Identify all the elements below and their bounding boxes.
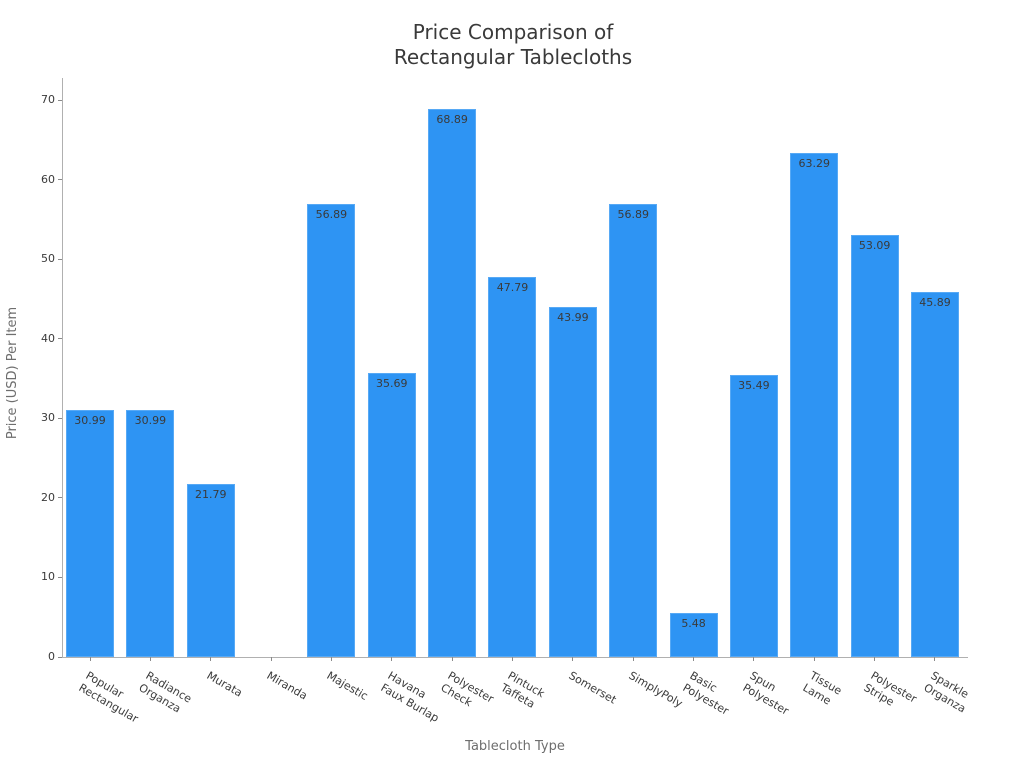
y-axis-label: Price (USD) Per Item xyxy=(5,306,20,440)
bar-sparkle-organza xyxy=(910,291,959,657)
y-tick xyxy=(58,258,62,260)
bar-majestic xyxy=(307,204,356,657)
bar-spun-polyester xyxy=(729,374,778,657)
x-tick-label-polyester-check: Polyester Check xyxy=(438,669,496,709)
x-tick xyxy=(391,657,393,661)
bar-value-label-spun-polyester: 35.49 xyxy=(738,378,770,392)
bar-value-label-somerset: 43.99 xyxy=(557,310,589,324)
x-tick xyxy=(451,657,453,661)
x-tick-label-somerset: Somerset xyxy=(566,669,619,707)
chart-title-line1: Price Comparison of xyxy=(412,20,614,44)
x-tick xyxy=(511,657,513,661)
x-tick-label-havana-faux-burlap: Havana Faux Burlap xyxy=(378,669,442,725)
y-tick xyxy=(58,99,62,101)
x-tick-label-sparkle-organza: Sparkle Organza xyxy=(921,669,971,716)
bar-value-label-sparkle-organza: 45.89 xyxy=(919,295,951,309)
chart-title: Price Comparison of Rectangular Tableclo… xyxy=(0,20,1024,70)
bar-value-label-polyester-stripe: 53.09 xyxy=(858,238,891,252)
x-tick-label-popular-rectangular: Popular Rectangular xyxy=(76,669,141,726)
x-tick-label-tissue-lame: Tissue Lame xyxy=(801,669,845,708)
x-axis-label: Tablecloth Type xyxy=(465,739,565,754)
x-tick xyxy=(149,657,151,661)
x-tick-label-radiance-organza: Radiance Organza xyxy=(137,669,195,716)
bar-tissue-lame xyxy=(790,153,839,657)
bar-pintuck-taffeta xyxy=(488,276,537,657)
bar-radiance-organza xyxy=(126,410,175,657)
x-tick-label-basic-polyester: Basic Polyester xyxy=(680,669,731,718)
bar-polyester-check xyxy=(428,108,477,657)
y-tick-label-30: 30 xyxy=(41,411,55,425)
bar-havana-faux-burlap xyxy=(367,373,416,657)
bar-murata xyxy=(186,483,235,657)
y-tick-label-20: 20 xyxy=(41,490,55,504)
x-tick-label-miranda: Miranda xyxy=(264,669,310,703)
x-tick-label-simplypoly: SimplyPoly xyxy=(626,669,686,711)
plot-area: 0 10 20 30 40 50 60 70 30.99 Popular Rectangular 3… xyxy=(41,78,971,725)
bar-polyester-stripe xyxy=(850,234,899,657)
y-tick-label-10: 10 xyxy=(41,570,55,584)
x-axis-spine xyxy=(62,657,968,658)
bar-somerset xyxy=(548,306,597,657)
x-tick-label-spun-polyester: Spun Polyester xyxy=(740,669,792,718)
bar-value-label-havana-faux-burlap: 35.69 xyxy=(376,377,408,390)
y-tick xyxy=(58,576,62,578)
x-tick xyxy=(813,657,815,661)
x-tick xyxy=(210,657,212,661)
y-tick xyxy=(58,179,62,181)
bar-value-label-pintuck-taffeta: 47.79 xyxy=(496,280,529,294)
x-tick-label-polyester-stripe: Polyester Stripe xyxy=(861,669,919,709)
bar-value-label-murata: 21.79 xyxy=(194,487,227,501)
chart-title-line2: Rectangular Tablecloths xyxy=(393,45,633,69)
y-tick xyxy=(58,656,62,658)
x-tick xyxy=(330,657,332,661)
y-tick-label-50: 50 xyxy=(41,252,55,266)
x-tick xyxy=(693,657,695,661)
y-axis-spine xyxy=(62,78,63,658)
x-tick xyxy=(632,657,634,661)
y-tick xyxy=(58,497,62,499)
bar-value-label-basic-polyester: 5.48 xyxy=(681,617,706,631)
x-tick-label-murata: Murata xyxy=(204,669,245,700)
x-tick xyxy=(753,657,755,661)
x-tick xyxy=(572,657,574,661)
x-tick xyxy=(89,657,91,661)
bar-basic-polyester xyxy=(669,613,718,657)
bar-simplypoly xyxy=(609,204,658,657)
x-tick-label-pintuck-taffeta: Pintuck Taffeta xyxy=(499,669,548,711)
bar-value-label-majestic: 56.89 xyxy=(315,208,348,222)
bar-value-label-simplypoly: 56.89 xyxy=(617,208,649,222)
y-tick-label-70: 70 xyxy=(41,93,55,106)
x-tick-label-majestic: Majestic xyxy=(324,669,371,703)
bar-popular-rectangular xyxy=(66,410,114,657)
bar-value-label-popular-rectangular: 30.99 xyxy=(74,414,106,428)
x-tick xyxy=(874,657,876,661)
bar-value-label-tissue-lame: 63.29 xyxy=(798,157,831,171)
y-tick-label-40: 40 xyxy=(41,331,55,345)
bar-value-label-radiance-organza: 30.99 xyxy=(134,414,167,428)
y-tick xyxy=(58,338,62,340)
y-tick-label-60: 60 xyxy=(41,172,55,186)
y-tick-label-0: 0 xyxy=(48,650,55,663)
x-tick xyxy=(934,657,936,661)
x-tick xyxy=(270,657,272,661)
bar-value-label-polyester-check: 68.89 xyxy=(436,112,468,126)
y-tick xyxy=(58,417,62,419)
